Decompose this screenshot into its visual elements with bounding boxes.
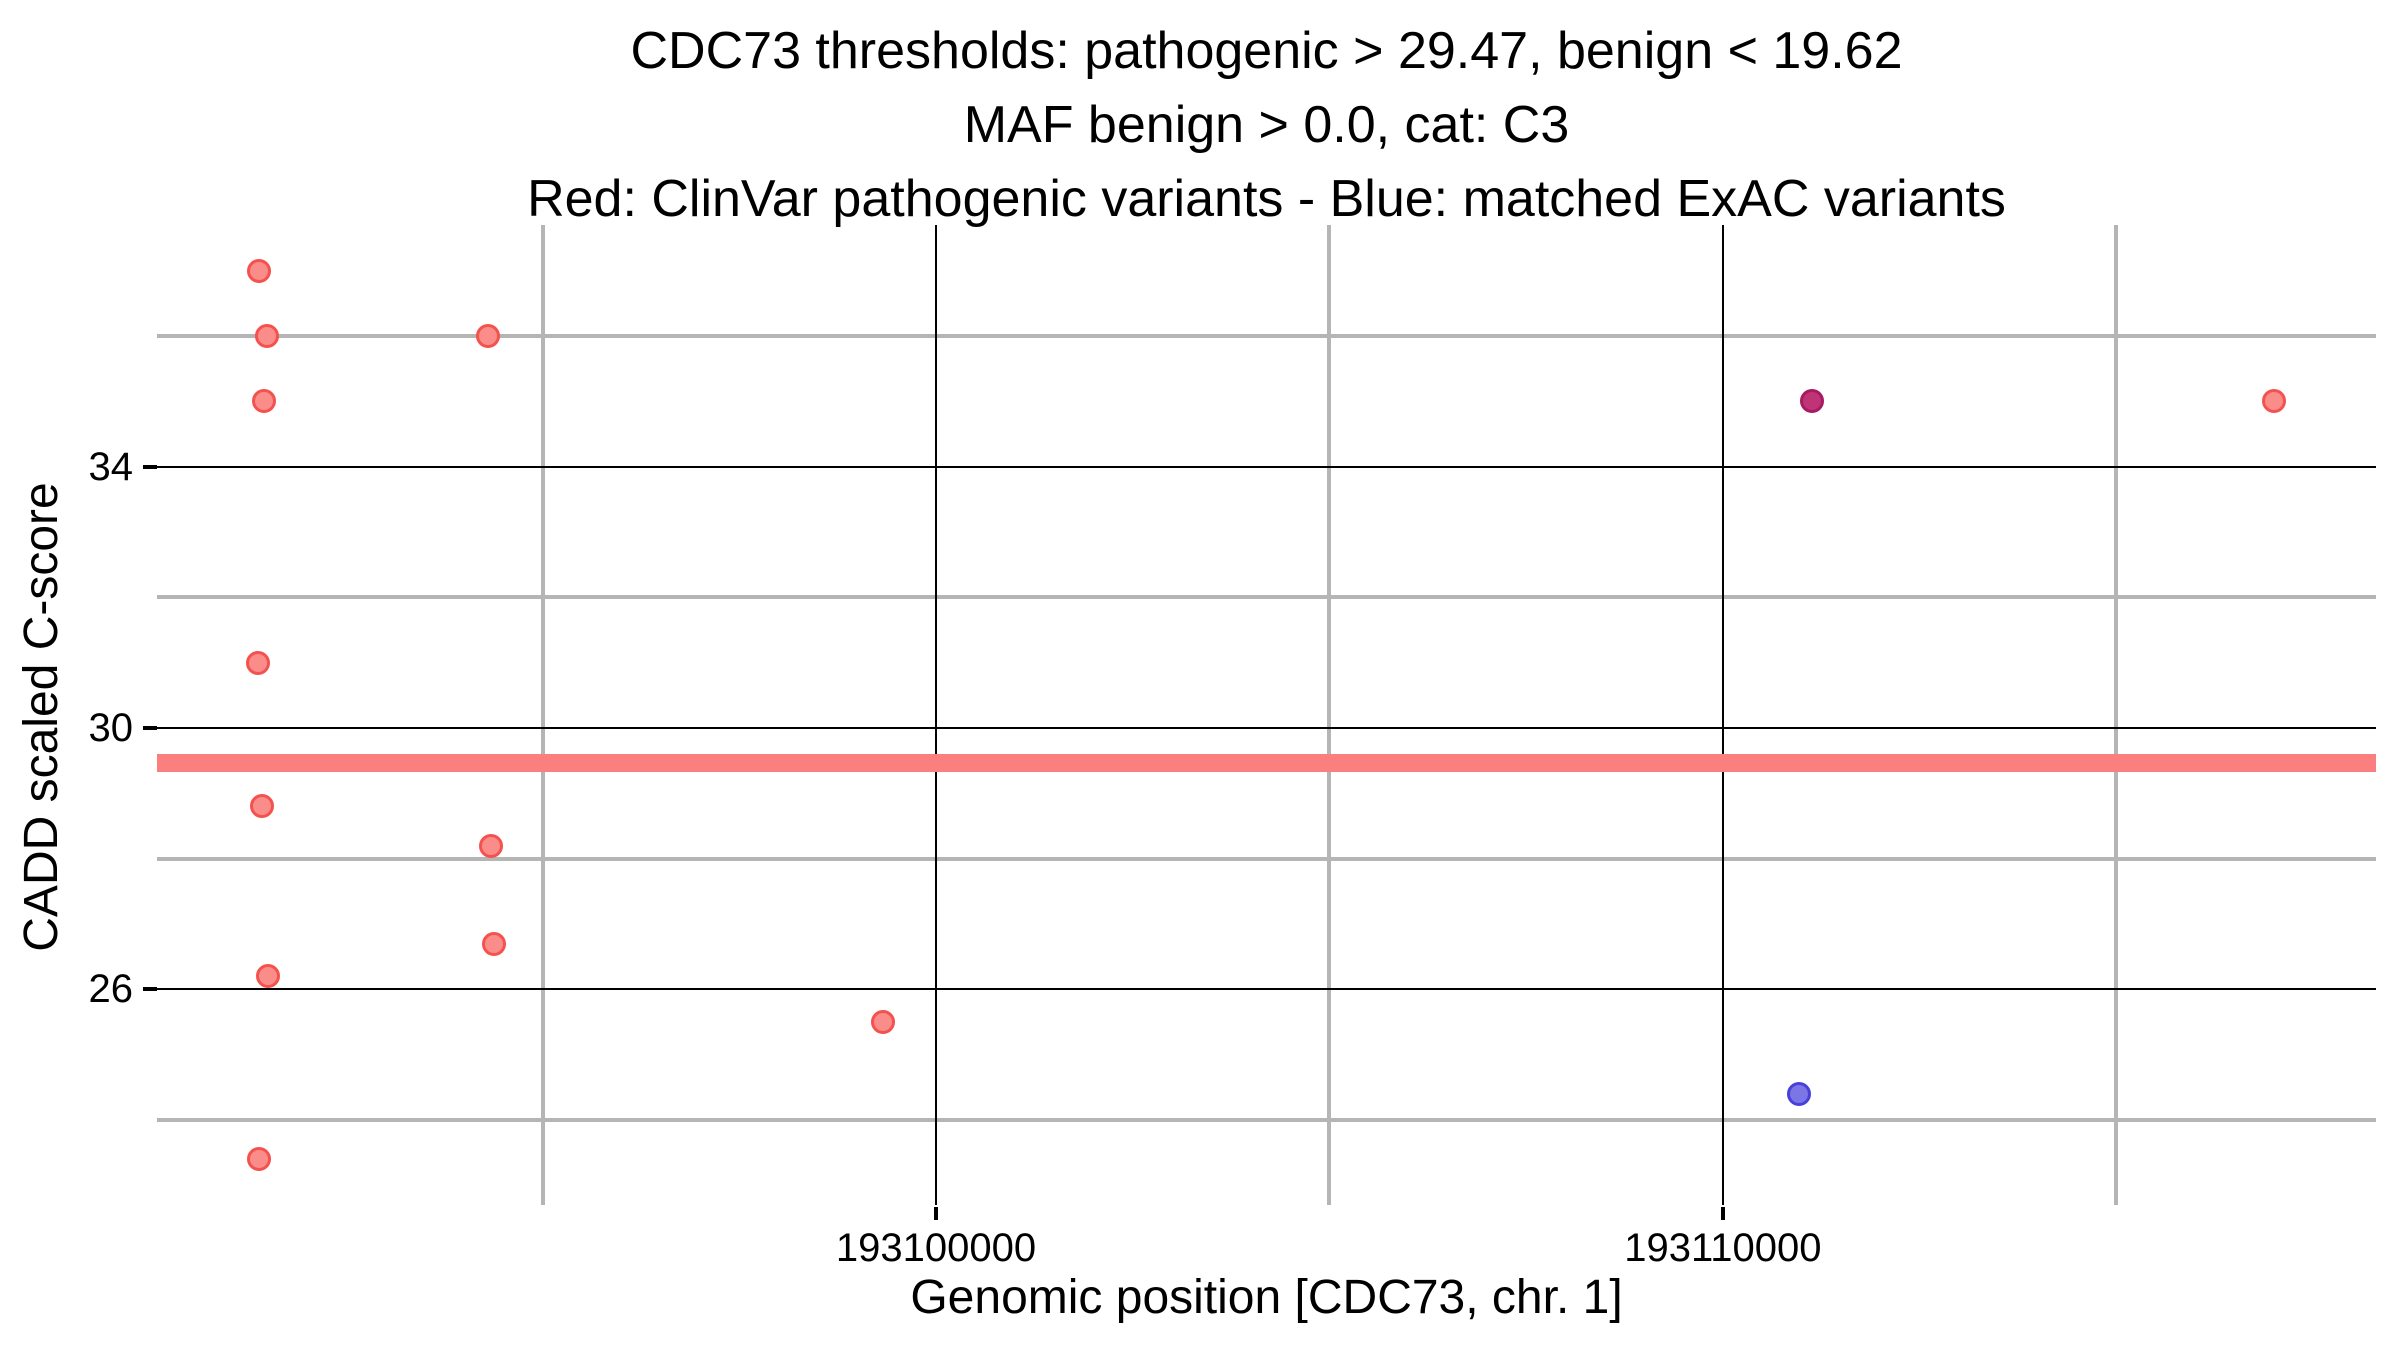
data-point-overlap (1799, 389, 1824, 414)
major-gridline-x (935, 225, 937, 1205)
minor-gridline-y (157, 1118, 2376, 1123)
x-tick-mark (934, 1207, 938, 1220)
minor-gridline-y (157, 595, 2376, 600)
data-point-exac (1787, 1081, 1812, 1106)
data-point-pathogenic (252, 389, 276, 414)
major-gridline-y (157, 465, 2376, 468)
minor-gridline-x (1327, 225, 1332, 1205)
title-line-1: CDC73 thresholds: pathogenic > 29.47, be… (630, 22, 1903, 80)
pathogenic-threshold-line (157, 753, 2376, 772)
minor-gridline-y (157, 856, 2376, 861)
x-tick-label: 193100000 (835, 1226, 1037, 1270)
x-tick-label: 193110000 (1624, 1226, 1822, 1270)
minor-gridline-y (157, 334, 2376, 339)
data-point-pathogenic (247, 258, 272, 283)
title-line-3: Red: ClinVar pathogenic variants - Blue:… (527, 170, 2006, 228)
data-point-pathogenic (255, 964, 280, 989)
y-tick-label: 34 (88, 444, 134, 489)
data-point-pathogenic (245, 650, 270, 675)
data-point-pathogenic (247, 1147, 272, 1172)
x-axis-label: Genomic position [CDC73, chr. 1] (910, 1271, 1623, 1324)
minor-gridline-x (2114, 225, 2119, 1205)
minor-gridline-x (540, 225, 545, 1205)
plot-title: CDC73 thresholds: pathogenic > 29.47, be… (157, 14, 2376, 236)
data-point-pathogenic (249, 794, 274, 819)
y-tick-label: 30 (88, 706, 134, 751)
title-line-2: MAF benign > 0.0, cat: C3 (963, 96, 1570, 154)
y-tick-label: 26 (88, 967, 134, 1012)
data-point-pathogenic (255, 324, 280, 349)
data-point-pathogenic (476, 324, 501, 349)
data-point-pathogenic (479, 833, 504, 858)
plot-area (157, 225, 2376, 1205)
x-tick-mark (1720, 1207, 1725, 1220)
major-gridline-y (157, 988, 2376, 991)
data-point-pathogenic (481, 931, 506, 956)
y-tick-mark (143, 726, 157, 731)
data-point-pathogenic (2261, 389, 2286, 414)
data-point-pathogenic (871, 1010, 896, 1035)
y-tick-mark (143, 987, 157, 992)
major-gridline-y (157, 727, 2376, 730)
major-gridline-x (1721, 225, 1724, 1205)
y-tick-mark (143, 464, 157, 469)
